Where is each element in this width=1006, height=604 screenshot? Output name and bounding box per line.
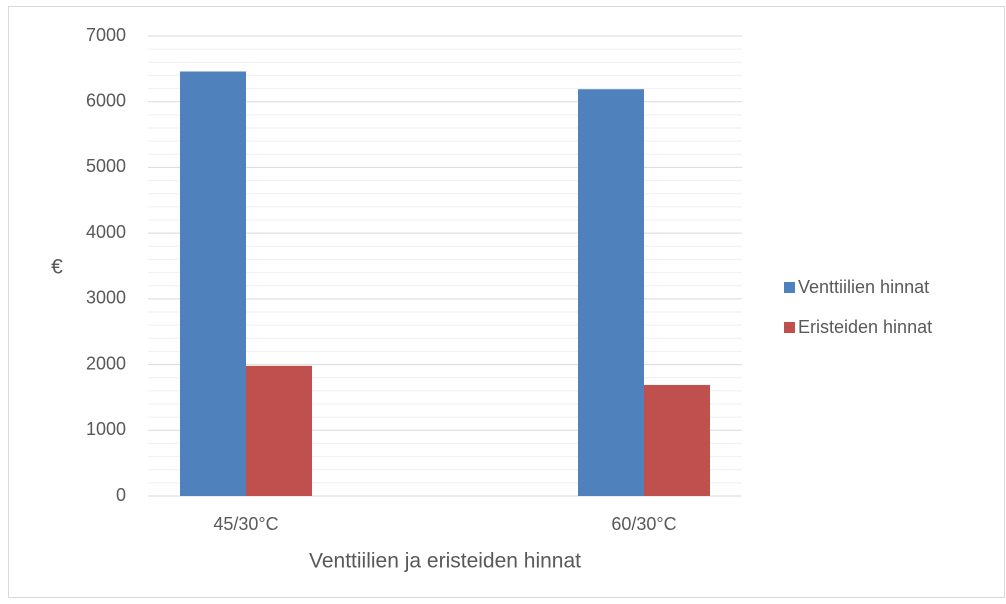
x-tick-label: 60/30°C [611,514,676,534]
legend-swatch [784,282,795,293]
y-axis-title: € [51,256,63,279]
x-tick-label: 45/30°C [213,514,278,534]
y-tick-label: 5000 [86,156,126,176]
legend-label: Eristeiden hinnat [798,317,932,337]
bar [180,71,247,496]
x-axis-title: Venttiilien ja eristeiden hinnat [309,550,581,573]
y-tick-label: 0 [116,485,126,505]
y-tick-label: 4000 [86,222,126,242]
y-tick-label: 2000 [86,353,126,373]
chart-border [8,6,1005,598]
legend-label: Venttiilien hinnat [798,277,929,297]
y-tick-label: 7000 [86,25,126,45]
bar [643,384,710,496]
y-tick-label: 1000 [86,419,126,439]
y-tick-label: 3000 [86,288,126,308]
y-tick-label: 6000 [86,90,126,110]
legend-swatch [784,322,795,333]
bar [246,365,313,496]
bar [577,89,644,496]
